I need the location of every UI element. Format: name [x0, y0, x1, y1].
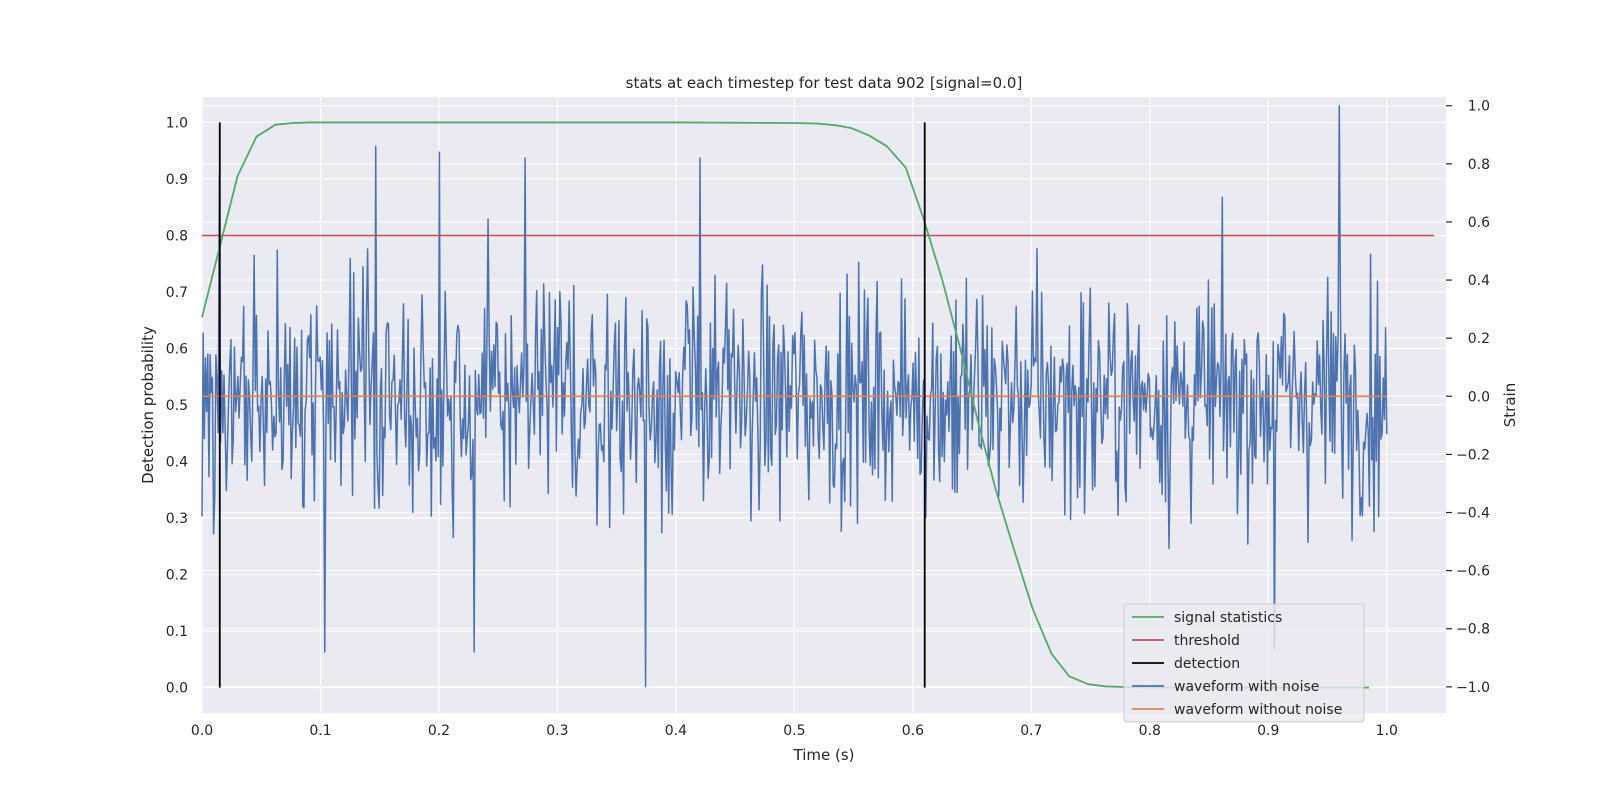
- y-tick-label: 1.0: [166, 115, 188, 131]
- y-tick-label: 0.1: [166, 624, 188, 640]
- x-tick-label: 0.5: [783, 723, 805, 739]
- y2-tick-label: 0.2: [1468, 331, 1490, 347]
- x-axis-label: Time (s): [793, 746, 855, 764]
- y2-tick-label: −1.0: [1456, 680, 1490, 696]
- y2-tick-label: 1.0: [1468, 99, 1490, 115]
- x-tick-label: 0.6: [902, 723, 924, 739]
- y-tick-label: 0.8: [166, 228, 188, 244]
- y-tick-label: 0.5: [166, 398, 188, 414]
- x-tick-label: 0.2: [428, 723, 450, 739]
- y2-tick-label: 0.4: [1468, 273, 1490, 289]
- x-tick-label: 0.3: [546, 723, 568, 739]
- y2-axis-label: Strain: [1501, 383, 1519, 427]
- chart-title: stats at each timestep for test data 902…: [626, 74, 1023, 92]
- y-tick-label: 0.6: [166, 341, 188, 357]
- y-axis-label: Detection probability: [139, 326, 157, 484]
- y2-tick-label: 0.8: [1468, 157, 1490, 173]
- legend-label-detection: detection: [1174, 656, 1240, 672]
- y2-tick-label: 0.0: [1468, 389, 1490, 405]
- y-tick-label: 0.0: [166, 681, 188, 697]
- x-tick-label: 0.1: [309, 723, 331, 739]
- series-waveform-with-noise: [201, 104, 1388, 688]
- y-tick-label: 0.4: [166, 455, 188, 471]
- legend-box: [1123, 603, 1365, 723]
- x-tick-label: 0.9: [1257, 723, 1279, 739]
- legend-label-threshold: threshold: [1174, 633, 1240, 649]
- y2-tick-label: −0.6: [1456, 564, 1490, 580]
- y-tick-label: 0.2: [166, 568, 188, 584]
- x-tick-label: 0.0: [191, 723, 213, 739]
- x-tick-label: 0.8: [1139, 723, 1161, 739]
- x-tick-label: 0.7: [1020, 723, 1042, 739]
- y-tick-label: 0.9: [166, 172, 188, 188]
- series-signal-statistics: [201, 121, 1369, 689]
- x-tick-label: 1.0: [1376, 723, 1398, 739]
- y2-tick-label: −0.4: [1456, 506, 1490, 522]
- legend: signal statistics threshold detection wa…: [1123, 603, 1365, 723]
- x-tick-label: 0.4: [665, 723, 687, 739]
- y2-tick-label: 0.6: [1468, 215, 1490, 231]
- y2-tick-label: −0.8: [1456, 622, 1490, 638]
- tick-labels: 0.0 0.1 0.2 0.3 0.4 0.5 0.6 0.7 0.8 0.9 1.0 0.0 0.1 0…: [166, 99, 1490, 739]
- y-tick-label: 0.3: [166, 511, 188, 527]
- series-layer: [201, 104, 1435, 689]
- legend-label-waveform-with-noise: waveform with noise: [1174, 679, 1319, 695]
- y-tick-label: 0.7: [166, 285, 188, 301]
- legend-label-signal-statistics: signal statistics: [1174, 610, 1282, 626]
- legend-label-waveform-without-noise: waveform without noise: [1174, 702, 1342, 718]
- y2-tick-label: −0.2: [1456, 447, 1490, 463]
